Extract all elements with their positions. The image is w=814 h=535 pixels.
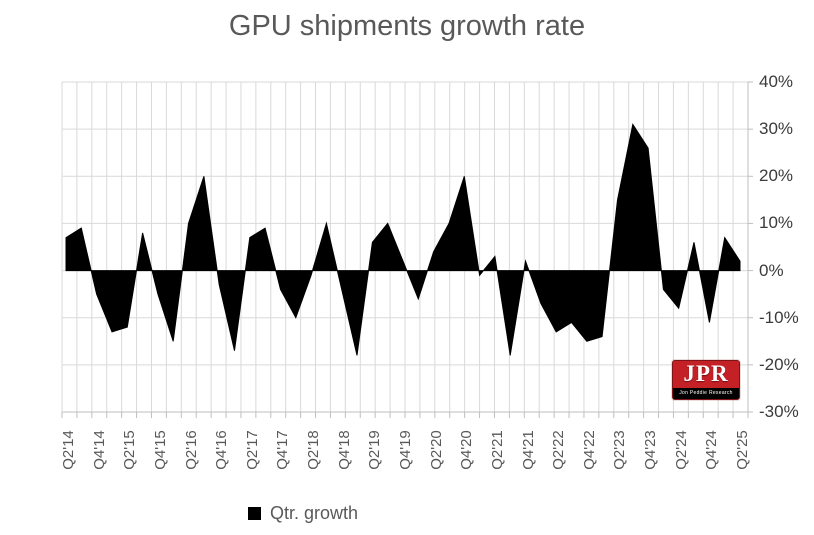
legend-swatch-icon <box>248 507 261 520</box>
x-tick-label: Q4'22 <box>580 430 598 470</box>
y-tick-label: 30% <box>759 119 794 139</box>
x-tick-label: Q2'17 <box>243 430 261 470</box>
y-tick-label: 40% <box>759 72 794 91</box>
x-tick-label: Q2'21 <box>488 430 506 470</box>
x-tick-label: Q2'23 <box>611 430 629 470</box>
y-tick-label: -10% <box>759 307 799 327</box>
x-tick-label: Q4'18 <box>335 430 353 470</box>
legend-label: Qtr. growth <box>270 503 359 523</box>
x-tick-label: Q2'24 <box>672 430 690 470</box>
x-tick-label: Q2'14 <box>60 430 77 470</box>
y-tick-label: 20% <box>759 166 794 186</box>
x-tick-label: Q2'22 <box>550 430 568 470</box>
x-tick-label: Q4'17 <box>274 430 292 470</box>
jpr-logo: JPR Jon Peddie Research <box>672 360 740 400</box>
x-tick-label: Q4'14 <box>90 430 108 470</box>
y-tick-label: -30% <box>759 402 799 421</box>
x-tick-label: Q2'15 <box>121 430 139 470</box>
x-tick-label: Q4'23 <box>642 430 660 470</box>
x-tick-label: Q4'19 <box>397 430 414 470</box>
x-tick-label: Q2'19 <box>366 430 384 470</box>
x-tick-label: Q4'15 <box>151 430 169 470</box>
y-tick-label: 0% <box>759 260 784 280</box>
x-tick-label: Q2'20 <box>427 430 445 470</box>
jpr-logo-text: JPR <box>673 361 739 388</box>
jpr-logo-subtext: Jon Peddie Research <box>673 388 739 399</box>
y-tick-label: 10% <box>759 213 794 233</box>
legend: Qtr. growth <box>248 503 358 524</box>
x-tick-label: Q2'25 <box>734 430 751 470</box>
y-tick-label: -20% <box>759 354 799 374</box>
x-tick-label: Q4'21 <box>519 430 537 470</box>
x-tick-label: Q2'16 <box>182 430 200 470</box>
area-series-qtr-growth <box>65 123 741 356</box>
chart-title: GPU shipments growth rate <box>228 10 586 42</box>
x-tick-label: Q2'18 <box>305 430 323 470</box>
x-tick-label: Q4'20 <box>458 430 476 470</box>
x-tick-label: Q4'24 <box>703 430 721 470</box>
x-tick-label: Q4'16 <box>213 430 231 470</box>
